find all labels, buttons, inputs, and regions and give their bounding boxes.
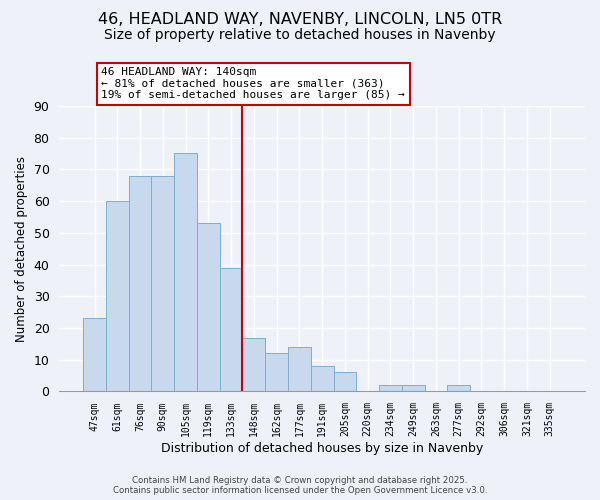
Bar — [220, 268, 242, 392]
Bar — [379, 385, 402, 392]
Bar — [448, 385, 470, 392]
Bar — [334, 372, 356, 392]
Bar — [83, 318, 106, 392]
Text: 46 HEADLAND WAY: 140sqm
← 81% of detached houses are smaller (363)
19% of semi-d: 46 HEADLAND WAY: 140sqm ← 81% of detache… — [101, 67, 405, 100]
Bar — [288, 347, 311, 392]
Text: 46, HEADLAND WAY, NAVENBY, LINCOLN, LN5 0TR: 46, HEADLAND WAY, NAVENBY, LINCOLN, LN5 … — [98, 12, 502, 28]
Bar — [265, 354, 288, 392]
X-axis label: Distribution of detached houses by size in Navenby: Distribution of detached houses by size … — [161, 442, 483, 455]
Bar — [106, 201, 128, 392]
Bar — [311, 366, 334, 392]
Bar — [402, 385, 425, 392]
Y-axis label: Number of detached properties: Number of detached properties — [15, 156, 28, 342]
Text: Contains HM Land Registry data © Crown copyright and database right 2025.
Contai: Contains HM Land Registry data © Crown c… — [113, 476, 487, 495]
Bar — [151, 176, 174, 392]
Bar — [174, 154, 197, 392]
Bar — [197, 224, 220, 392]
Bar — [128, 176, 151, 392]
Text: Size of property relative to detached houses in Navenby: Size of property relative to detached ho… — [104, 28, 496, 42]
Bar — [242, 338, 265, 392]
